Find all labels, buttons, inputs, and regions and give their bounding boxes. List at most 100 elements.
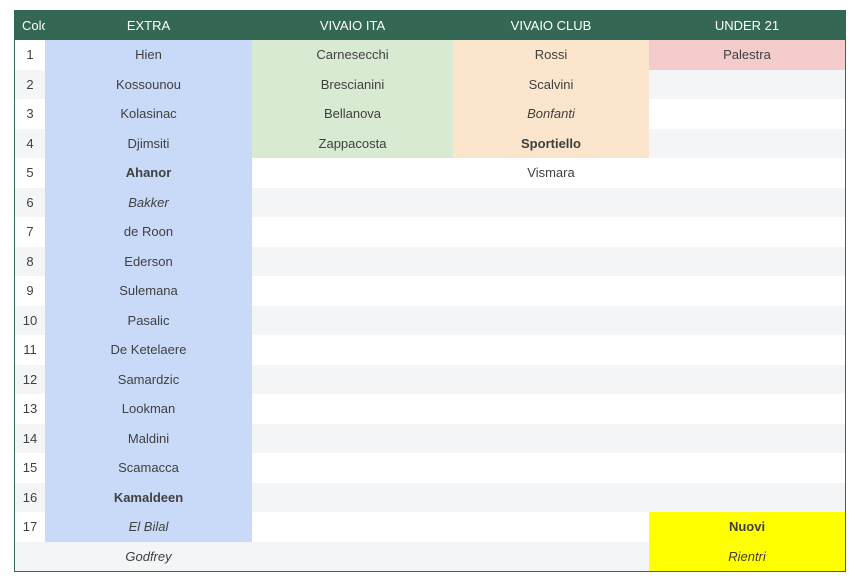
cell-under-21[interactable]	[649, 128, 845, 158]
cell-vivaio-ita[interactable]	[252, 512, 453, 542]
cell-under-21[interactable]	[649, 187, 845, 217]
cell-vivaio-club[interactable]	[453, 364, 649, 394]
row-number[interactable]: 8	[15, 246, 45, 276]
cell-vivaio-ita[interactable]	[252, 394, 453, 424]
cell-vivaio-ita[interactable]: Bellanova	[252, 99, 453, 129]
cell-extra[interactable]: de Roon	[45, 217, 252, 247]
cell-under-21[interactable]	[649, 246, 845, 276]
cell-extra[interactable]: Bakker	[45, 187, 252, 217]
cell-under-21[interactable]: Palestra	[649, 40, 845, 70]
cell-extra[interactable]: De Ketelaere	[45, 335, 252, 365]
cell-vivaio-club[interactable]	[453, 246, 649, 276]
cell-vivaio-club[interactable]	[453, 276, 649, 306]
cell-vivaio-ita[interactable]	[252, 423, 453, 453]
cell-under-21[interactable]	[649, 217, 845, 247]
row-number[interactable]: 13	[15, 394, 45, 424]
cell-vivaio-ita[interactable]	[252, 453, 453, 483]
row-number[interactable]: 4	[15, 128, 45, 158]
cell-vivaio-ita[interactable]: Zappacosta	[252, 128, 453, 158]
cell-extra[interactable]: Scamacca	[45, 453, 252, 483]
row-number[interactable]: 9	[15, 276, 45, 306]
cell-vivaio-ita[interactable]	[252, 276, 453, 306]
table-row: 2 Kossounou Brescianini Scalvini	[15, 69, 845, 99]
cell-vivaio-club[interactable]	[453, 305, 649, 335]
row-number[interactable]: 15	[15, 453, 45, 483]
cell-vivaio-club[interactable]: Scalvini	[453, 69, 649, 99]
cell-vivaio-club[interactable]	[453, 453, 649, 483]
cell-vivaio-ita[interactable]	[252, 335, 453, 365]
row-number[interactable]: 12	[15, 364, 45, 394]
cell-extra[interactable]: Ederson	[45, 246, 252, 276]
row-number[interactable]: 3	[15, 99, 45, 129]
cell-vivaio-ita[interactable]	[252, 158, 453, 188]
cell-vivaio-ita[interactable]	[252, 541, 453, 571]
cell-vivaio-club[interactable]	[453, 482, 649, 512]
cell-extra[interactable]: Kossounou	[45, 69, 252, 99]
header-under-21[interactable]: UNDER 21	[649, 11, 845, 40]
row-number[interactable]: 1	[15, 40, 45, 70]
cell-under-21[interactable]	[649, 335, 845, 365]
legend-returning-cell[interactable]: Rientri	[649, 541, 845, 571]
cell-vivaio-club[interactable]	[453, 541, 649, 571]
cell-extra[interactable]: Maldini	[45, 423, 252, 453]
cell-extra[interactable]: Samardzic	[45, 364, 252, 394]
cell-under-21[interactable]	[649, 482, 845, 512]
table-row: 3 Kolasinac Bellanova Bonfanti	[15, 99, 845, 129]
cell-vivaio-club[interactable]: Sportiello	[453, 128, 649, 158]
cell-vivaio-club[interactable]	[453, 423, 649, 453]
cell-vivaio-club[interactable]: Bonfanti	[453, 99, 649, 129]
cell-vivaio-club[interactable]	[453, 217, 649, 247]
header-vivaio-ita[interactable]: VIVAIO ITA	[252, 11, 453, 40]
cell-vivaio-club[interactable]: Vismara	[453, 158, 649, 188]
cell-vivaio-ita[interactable]	[252, 482, 453, 512]
cell-under-21[interactable]	[649, 305, 845, 335]
cell-extra[interactable]: Sulemana	[45, 276, 252, 306]
cell-under-21[interactable]	[649, 69, 845, 99]
cell-vivaio-club[interactable]	[453, 512, 649, 542]
cell-under-21[interactable]	[649, 394, 845, 424]
cell-extra[interactable]: Ahanor	[45, 158, 252, 188]
cell-under-21[interactable]	[649, 423, 845, 453]
cell-vivaio-club[interactable]: Rossi	[453, 40, 649, 70]
cell-vivaio-ita[interactable]	[252, 217, 453, 247]
cell-vivaio-ita[interactable]: Brescianini	[252, 69, 453, 99]
header-extra[interactable]: EXTRA	[45, 11, 252, 40]
cell-extra[interactable]: El Bilal	[45, 512, 252, 542]
row-number[interactable]: 10	[15, 305, 45, 335]
row-number[interactable]: 14	[15, 423, 45, 453]
cell-vivaio-ita[interactable]	[252, 187, 453, 217]
cell-extra[interactable]: Kamaldeen	[45, 482, 252, 512]
header-colo[interactable]: Colo	[15, 11, 45, 40]
cell-vivaio-club[interactable]	[453, 394, 649, 424]
row-number[interactable]: 5	[15, 158, 45, 188]
row-number[interactable]: 6	[15, 187, 45, 217]
cell-under-21[interactable]	[649, 453, 845, 483]
cell-under-21[interactable]	[649, 158, 845, 188]
cell-under-21[interactable]	[649, 276, 845, 306]
cell-vivaio-ita[interactable]	[252, 305, 453, 335]
cell-vivaio-club[interactable]	[453, 187, 649, 217]
row-number[interactable]: 2	[15, 69, 45, 99]
cell-vivaio-club[interactable]	[453, 335, 649, 365]
table-row: 16 Kamaldeen	[15, 482, 845, 512]
row-number[interactable]: 17	[15, 512, 45, 542]
row-number[interactable]: 16	[15, 482, 45, 512]
legend-new-cell[interactable]: Nuovi	[649, 512, 845, 542]
cell-under-21[interactable]	[649, 364, 845, 394]
cell-extra[interactable]: Hien	[45, 40, 252, 70]
cell-extra[interactable]: Pasalic	[45, 305, 252, 335]
cell-vivaio-ita[interactable]	[252, 364, 453, 394]
cell-extra[interactable]: Lookman	[45, 394, 252, 424]
cell-vivaio-ita[interactable]: Carnesecchi	[252, 40, 453, 70]
cell-under-21[interactable]	[649, 99, 845, 129]
row-number[interactable]: 7	[15, 217, 45, 247]
cell-extra[interactable]: Godfrey	[45, 541, 252, 571]
table-row: 12 Samardzic	[15, 364, 845, 394]
cell-extra[interactable]: Djimsiti	[45, 128, 252, 158]
cell-extra[interactable]: Kolasinac	[45, 99, 252, 129]
row-number[interactable]	[15, 541, 45, 571]
table-row: 7 de Roon	[15, 217, 845, 247]
row-number[interactable]: 11	[15, 335, 45, 365]
header-vivaio-club[interactable]: VIVAIO CLUB	[453, 11, 649, 40]
cell-vivaio-ita[interactable]	[252, 246, 453, 276]
